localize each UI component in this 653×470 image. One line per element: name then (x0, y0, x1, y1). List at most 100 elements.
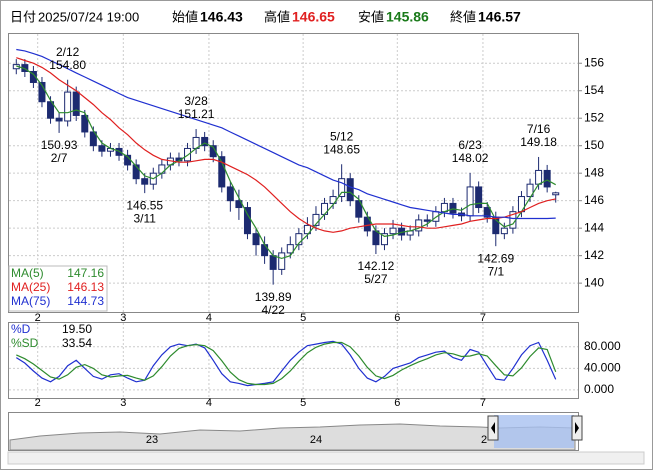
y-tick-label: 142 (584, 248, 604, 262)
annotation-value: 154.80 (49, 58, 86, 72)
candle-body (269, 255, 277, 270)
ma-line (16, 57, 556, 233)
stoch-line (16, 341, 557, 386)
annotation-value: 151.21 (178, 107, 215, 121)
navigator-label: 24 (310, 434, 322, 446)
candle (278, 247, 286, 275)
candle-body (552, 192, 560, 196)
header-label: 高値 (264, 9, 290, 24)
candle (449, 197, 457, 219)
scrollbar[interactable] (7, 451, 645, 465)
annotation-date: 4/22 (261, 303, 285, 317)
candle-body (449, 202, 457, 214)
candle (415, 214, 423, 237)
candle-body (81, 114, 89, 133)
candle (201, 131, 209, 152)
candle-body (303, 224, 311, 235)
y-tick-label: 146 (584, 193, 604, 207)
annotation-value: 142.69 (477, 251, 514, 265)
annotation-value: 139.89 (255, 290, 292, 304)
header-value: 146.57 (478, 9, 521, 25)
header-value: 145.86 (386, 9, 429, 25)
candle-body (252, 233, 260, 246)
candle-body (38, 81, 46, 103)
candle (38, 76, 46, 108)
candle-body (218, 156, 226, 188)
legend-value: 19.50 (62, 322, 92, 336)
x-tick-label: 5 (300, 312, 306, 324)
candle-body (535, 169, 543, 185)
x-tick-label: 6 (394, 312, 400, 324)
legend-value: 33.54 (62, 336, 92, 350)
legend-value: 147.16 (67, 266, 104, 280)
candle-body (98, 145, 106, 152)
candle-body (72, 91, 80, 116)
candle-body (415, 219, 423, 232)
candle (89, 126, 97, 152)
candle-body (423, 219, 431, 222)
legend-box (8, 265, 108, 312)
navigator-label: 23 (146, 434, 158, 446)
candle-body (132, 164, 140, 180)
candle-body (201, 136, 209, 147)
candle-body (338, 178, 346, 198)
legend-label: MA(75) (11, 294, 50, 308)
candle-body (141, 178, 149, 185)
header-label: 終値 (450, 9, 476, 24)
annotation-value: 148.65 (323, 142, 360, 156)
annotation-value: 148.02 (452, 151, 489, 165)
candle (55, 112, 63, 133)
x-tick-label: 6 (394, 397, 400, 409)
candle (475, 181, 483, 214)
candle (543, 164, 551, 193)
annotation-date: 7/16 (527, 122, 551, 136)
candle-body (55, 117, 63, 122)
annotation-date: 7/1 (487, 264, 504, 278)
annotation-date: 5/27 (364, 272, 388, 286)
arrow (575, 422, 579, 434)
candle-body (526, 183, 534, 198)
annotation-date: 6/23 (458, 138, 482, 152)
header-value: 146.43 (200, 9, 243, 25)
candle-body (483, 207, 491, 218)
header-date: 2025/07/24 19:00 (38, 9, 139, 24)
candle (346, 173, 354, 207)
y-tick-label: 0.000 (584, 382, 614, 396)
x-tick-label: 4 (206, 397, 212, 409)
candle (380, 228, 388, 251)
x-tick-label: 7 (480, 397, 486, 409)
header-label: 安値 (358, 9, 384, 24)
stoch-panel (8, 322, 579, 399)
y-tick-label: 150 (584, 138, 604, 152)
candle (423, 214, 431, 227)
y-tick-label: 156 (584, 55, 604, 69)
candle-body (47, 101, 55, 119)
x-tick-label: 2 (35, 312, 41, 324)
candle-body (286, 244, 294, 254)
x-tick-label: 2 (35, 397, 41, 409)
candle-body (89, 131, 97, 147)
header-label: 始値 (172, 9, 198, 24)
candle-body (466, 186, 474, 217)
candle-body (243, 207, 251, 235)
candle-body (278, 252, 286, 270)
candle-body (64, 91, 72, 122)
x-tick-label: 3 (120, 397, 126, 409)
y-tick-label: 144 (584, 220, 604, 234)
legend-label: MA(25) (11, 280, 50, 294)
navigator-label: 2 (481, 434, 487, 446)
annotation-value: 142.12 (358, 259, 395, 273)
navigator-window[interactable] (494, 415, 574, 448)
candle (243, 202, 251, 240)
candle (338, 164, 346, 203)
candle (500, 222, 508, 240)
header: 日付 2025/07/24 19:00 始値 146.43 高値 146.65 … (10, 9, 521, 25)
candle (218, 151, 226, 193)
legend-label: %SD (11, 336, 39, 350)
annotation-date: 3/11 (133, 211, 156, 225)
candle-body (500, 227, 508, 235)
y-tick-label: 140 (584, 275, 604, 289)
candle-body (355, 200, 363, 218)
annotation-date: 3/28 (184, 94, 208, 108)
